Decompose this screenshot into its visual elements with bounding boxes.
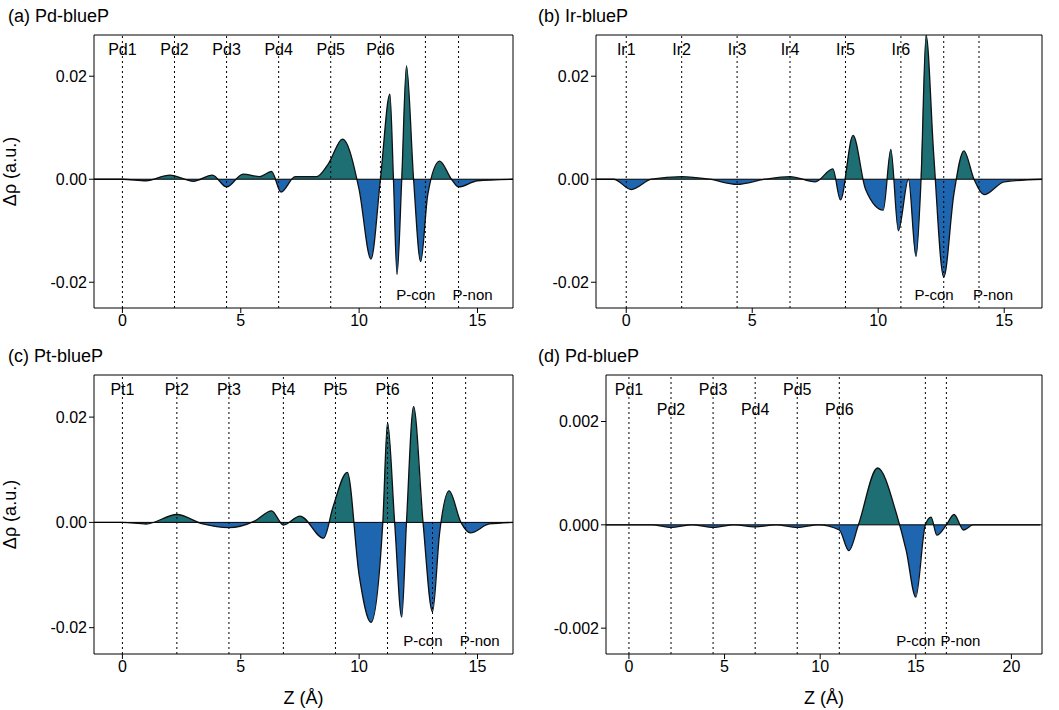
svg-text:Pt4: Pt4	[271, 381, 295, 398]
html-text:(d) Pd-blueP: (d) Pd-blueP	[538, 346, 640, 366]
html-text:(a) Pd-blueP: (a) Pd-blueP	[8, 6, 110, 26]
svg-text:Pt3: Pt3	[217, 381, 241, 398]
svg-text:5: 5	[720, 658, 729, 675]
svg-text:10: 10	[350, 312, 368, 329]
svg-text:P-non: P-non	[453, 286, 493, 303]
svg-text:0.000: 0.000	[559, 517, 599, 534]
svg-text:Pd3: Pd3	[699, 381, 728, 398]
svg-text:P-con: P-con	[396, 286, 435, 303]
svg-text:Ir3: Ir3	[728, 41, 747, 58]
svg-text:Δρ (a.u.): Δρ (a.u.)	[0, 137, 20, 206]
svg-text:Ir1: Ir1	[617, 41, 636, 58]
svg-text:Ir4: Ir4	[781, 41, 800, 58]
svg-text:0.00: 0.00	[56, 514, 87, 531]
svg-text:Pd1: Pd1	[615, 381, 644, 398]
svg-text:0.00: 0.00	[558, 171, 589, 188]
svg-text:15: 15	[995, 312, 1013, 329]
svg-text:Pd2: Pd2	[160, 41, 189, 58]
svg-text:0.02: 0.02	[56, 409, 87, 426]
svg-text:Pd3: Pd3	[212, 41, 241, 58]
svg-text:0.00: 0.00	[56, 171, 87, 188]
svg-text:-0.002: -0.002	[554, 620, 599, 637]
svg-text:Z (Å): Z (Å)	[284, 688, 324, 708]
svg-text:0.02: 0.02	[558, 68, 589, 85]
svg-text:P-non: P-non	[973, 286, 1013, 303]
svg-text:Pt5: Pt5	[323, 381, 347, 398]
svg-text:Pd5: Pd5	[783, 381, 812, 398]
svg-text:Δρ (a.u.): Δρ (a.u.)	[0, 480, 20, 549]
svg-text:Ir2: Ir2	[672, 41, 691, 58]
svg-text:20: 20	[1003, 658, 1021, 675]
svg-text:Pd6: Pd6	[825, 401, 854, 418]
svg-text:0.002: 0.002	[559, 413, 599, 430]
svg-text:0: 0	[624, 658, 633, 675]
svg-text:0: 0	[118, 658, 127, 675]
svg-text:Pt1: Pt1	[110, 381, 134, 398]
svg-text:Pd2: Pd2	[657, 401, 686, 418]
svg-text:10: 10	[350, 658, 368, 675]
svg-text:Pt6: Pt6	[376, 381, 400, 398]
svg-text:0: 0	[622, 312, 631, 329]
svg-text:Pd4: Pd4	[741, 401, 770, 418]
svg-text:15: 15	[469, 658, 487, 675]
svg-text:P-con: P-con	[403, 632, 442, 649]
svg-text:P-con: P-con	[915, 286, 954, 303]
svg-text:5: 5	[748, 312, 757, 329]
svg-text:5: 5	[236, 658, 245, 675]
svg-text:Pd6: Pd6	[366, 41, 395, 58]
svg-text:P-con: P-con	[896, 632, 935, 649]
svg-text:-0.02: -0.02	[51, 619, 88, 636]
svg-text:-0.02: -0.02	[553, 274, 590, 291]
svg-text:Pd5: Pd5	[316, 41, 345, 58]
svg-text:5: 5	[236, 312, 245, 329]
svg-text:Ir6: Ir6	[892, 41, 911, 58]
svg-text:Z (Å): Z (Å)	[804, 688, 844, 708]
svg-text:10: 10	[869, 312, 887, 329]
svg-text:0.02: 0.02	[56, 68, 87, 85]
svg-text:15: 15	[907, 658, 925, 675]
svg-text:Pt2: Pt2	[165, 381, 189, 398]
svg-text:10: 10	[811, 658, 829, 675]
svg-text:P-non: P-non	[460, 632, 500, 649]
svg-text:Pd4: Pd4	[264, 41, 293, 58]
svg-text:-0.02: -0.02	[51, 274, 88, 291]
svg-text:0: 0	[118, 312, 127, 329]
html-text:(b) Ir-blueP: (b) Ir-blueP	[538, 6, 628, 26]
svg-text:Ir5: Ir5	[836, 41, 855, 58]
svg-text:15: 15	[469, 312, 487, 329]
svg-text:P-non: P-non	[940, 632, 980, 649]
html-text:(c) Pt-blueP: (c) Pt-blueP	[8, 346, 103, 366]
svg-text:Pd1: Pd1	[108, 41, 137, 58]
